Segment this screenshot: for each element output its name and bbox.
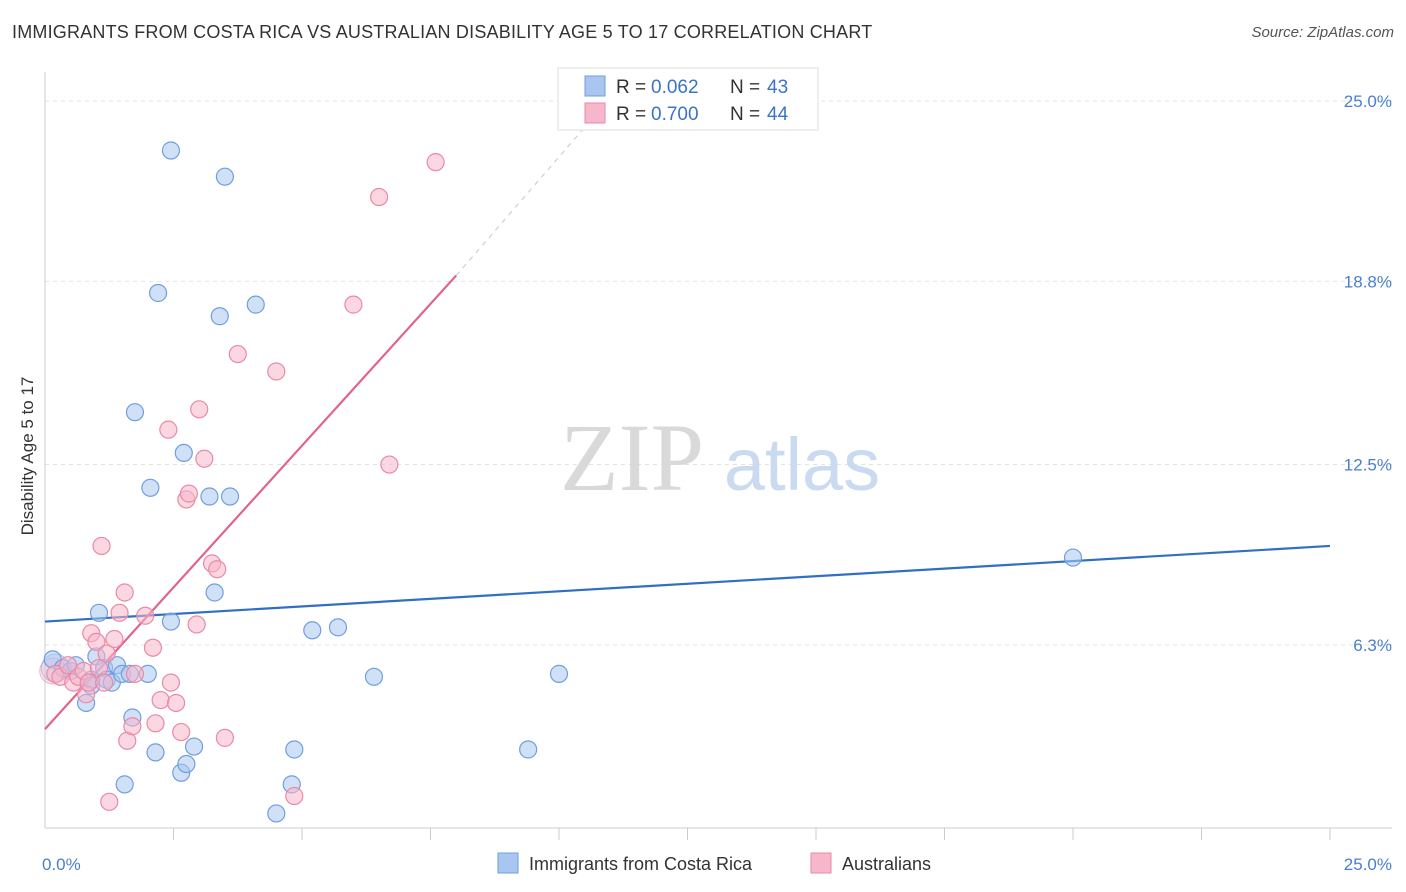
costa-rica-point	[364, 667, 384, 686]
bottom-legend-label-blue: Immigrants from Costa Rica	[529, 854, 753, 874]
costa-rica-point	[519, 740, 538, 759]
legend-r-label-blue: R =	[616, 77, 646, 98]
legend-n-value-pink: 44	[767, 104, 789, 125]
australians-point	[172, 722, 191, 742]
australians-point	[179, 484, 199, 503]
legend-r-label-pink: R =	[616, 104, 646, 125]
australians-point	[267, 362, 286, 381]
australians-point	[151, 690, 170, 710]
costa-rica-point	[220, 487, 240, 506]
data-points	[39, 141, 1083, 823]
australians-point	[190, 400, 209, 419]
australians-point	[146, 714, 165, 733]
australians-point	[228, 344, 247, 364]
australians-point	[92, 536, 111, 556]
australians-point	[87, 632, 106, 652]
costa-rica-point	[267, 804, 286, 823]
costa-rica-point	[184, 737, 204, 756]
costa-rica-point	[89, 603, 109, 622]
bottom-legend: Immigrants from Costa Rica Australians	[497, 852, 931, 874]
bottom-legend-swatch-blue	[497, 852, 519, 874]
costa-rica-point	[549, 664, 569, 683]
australians-point	[125, 664, 145, 683]
costa-rica-point	[148, 283, 168, 303]
trend-line	[44, 544, 1331, 623]
gridlines	[45, 100, 1392, 646]
bottom-legend-swatch-pink	[810, 852, 832, 874]
costa-rica-point	[205, 583, 224, 602]
x-tick-label: 0.0%	[42, 855, 81, 874]
costa-rica-point	[141, 478, 160, 497]
costa-rica-point	[246, 295, 265, 314]
legend-r-value-pink: 0.700	[651, 104, 699, 125]
chart-source: Source: ZipAtlas.com	[1251, 24, 1394, 41]
costa-rica-point	[146, 743, 165, 762]
x-tick-labels: 0.0% 25.0%	[42, 855, 1392, 874]
legend-n-label-blue: N =	[730, 77, 760, 98]
australians-point	[161, 673, 181, 692]
australians-point	[143, 638, 163, 657]
top-legend: R = 0.062 N = 43 R = 0.700 N = 44	[557, 67, 819, 131]
australians-point	[380, 455, 399, 474]
y-tick-label: 18.8%	[1344, 272, 1392, 291]
australians-point	[123, 717, 142, 736]
costa-rica-point	[200, 487, 219, 506]
australians-point	[97, 644, 116, 663]
costa-rica-point	[1063, 548, 1083, 567]
costa-rica-point	[161, 141, 181, 160]
legend-swatch-blue	[584, 75, 606, 97]
costa-rica-point	[177, 754, 196, 774]
australians-point	[100, 792, 119, 811]
costa-rica-point	[125, 403, 145, 422]
australians-point	[208, 560, 227, 579]
australians-point	[344, 295, 363, 314]
y-tick-label: 12.5%	[1344, 456, 1392, 475]
costa-rica-point	[210, 307, 229, 326]
axes	[44, 72, 1392, 840]
australians-point	[115, 583, 134, 602]
legend-r-value-blue: 0.062	[651, 77, 699, 98]
legend-n-value-blue: 43	[767, 77, 788, 98]
costa-rica-point	[174, 443, 193, 463]
bottom-legend-label-pink: Australians	[842, 854, 931, 874]
costa-rica-point	[161, 612, 181, 631]
australians-point	[426, 153, 445, 172]
costa-rica-point	[303, 621, 322, 640]
costa-rica-point	[115, 775, 134, 794]
y-axis-label: Disability Age 5 to 17	[18, 377, 37, 536]
y-tick-label: 6.3%	[1353, 636, 1392, 655]
y-tick-label: 25.0%	[1344, 92, 1392, 111]
australians-point	[95, 673, 114, 692]
legend-n-label-pink: N =	[730, 104, 760, 125]
chart-title: IMMIGRANTS FROM COSTA RICA VS AUSTRALIAN…	[12, 22, 873, 42]
watermark-zip: ZIP	[560, 404, 704, 511]
costa-rica-point	[328, 618, 348, 637]
x-tick-label: 25.0%	[1344, 855, 1392, 874]
costa-rica-point	[215, 167, 234, 186]
australians-point	[79, 673, 98, 692]
australians-point	[195, 449, 214, 468]
legend-swatch-pink	[584, 102, 606, 124]
y-tick-labels: 6.3% 12.5% 18.8% 25.0%	[1344, 92, 1392, 655]
australians-point	[105, 629, 124, 649]
australians-point	[166, 693, 186, 713]
watermark-atlas: atlas	[724, 423, 880, 506]
costa-rica-point	[285, 740, 304, 759]
australians-point	[285, 786, 304, 806]
australians-point	[110, 603, 129, 622]
trend-line-extension	[455, 126, 586, 276]
australians-point	[136, 606, 155, 625]
australians-point	[215, 728, 234, 747]
australians-point	[159, 420, 178, 439]
australians-point	[370, 187, 389, 207]
australians-point	[187, 615, 206, 634]
